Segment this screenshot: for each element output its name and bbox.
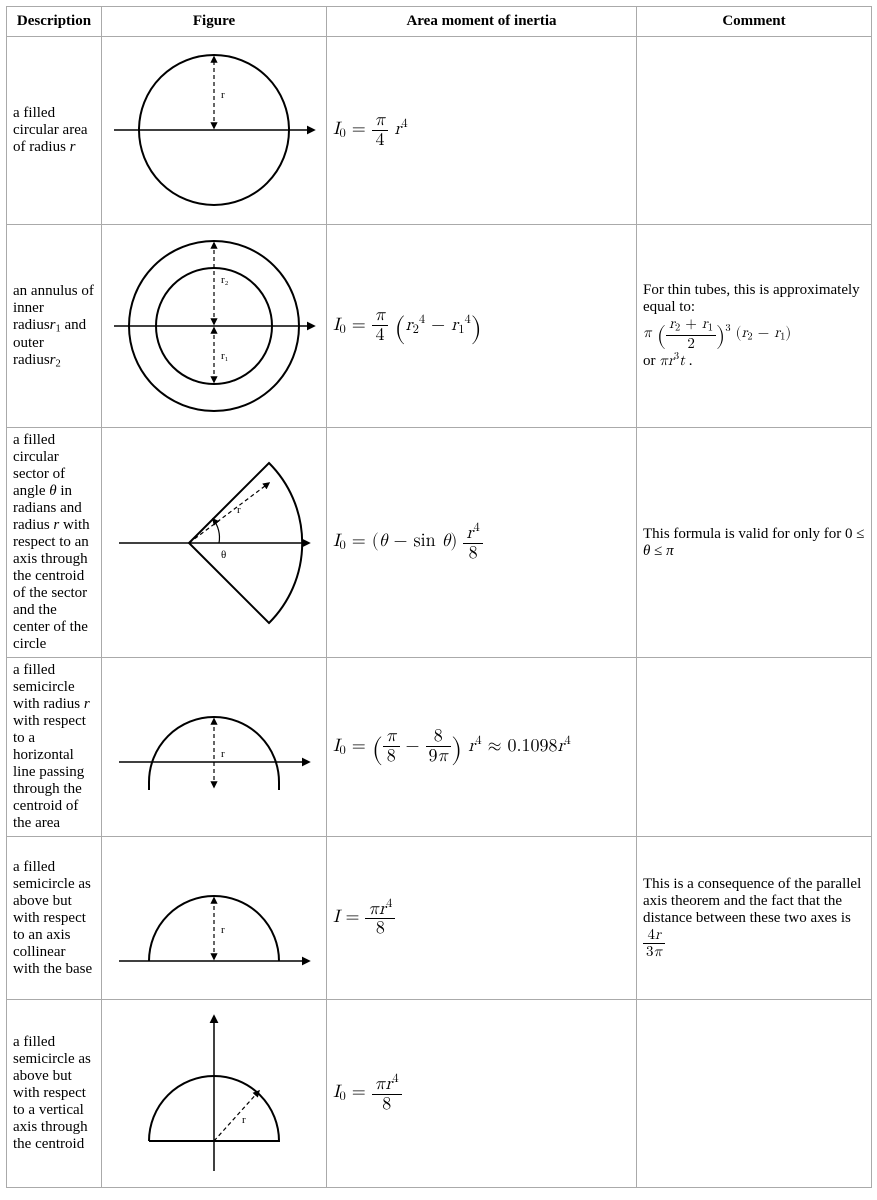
header-description: Description (7, 7, 102, 37)
svg-text:r₁: r₁ (221, 350, 229, 362)
comment-cell (637, 37, 872, 225)
header-figure: Figure (102, 7, 327, 37)
formula-cell: I0 = πr48 (327, 1000, 637, 1188)
table-row: a filled semicircle as above but with re… (7, 1000, 872, 1188)
formula-cell: I = πr48 (327, 837, 637, 1000)
header-formula: Area moment of inertia (327, 7, 637, 37)
comment-cell (637, 658, 872, 837)
formula-cell: I0 = π4 (r24 − r14) (327, 225, 637, 428)
figure-cell: r (102, 37, 327, 225)
comment-cell: For thin tubes, this is approximately eq… (637, 225, 872, 428)
header-comment: Comment (637, 7, 872, 37)
formula-cell: I0 = (θ − sin θ) r48 (327, 428, 637, 658)
table-row: a filled semicircle with radius r with r… (7, 658, 872, 837)
description-cell: a filled semicircle with radius r with r… (7, 658, 102, 837)
svg-text:θ: θ (221, 549, 226, 561)
description-cell: an annulus of inner radiusr1 and outer r… (7, 225, 102, 428)
figure-cell: r (102, 1000, 327, 1188)
formula-cell: I0 = π4 r4 (327, 37, 637, 225)
description-cell: a filled semicircle as above but with re… (7, 1000, 102, 1188)
figure-cell: r (102, 658, 327, 837)
figure-cell: r θ (102, 428, 327, 658)
formula-cell: I0 = (π8 − 89π) r4 ≈ 0.1098r4 (327, 658, 637, 837)
svg-text:r: r (221, 924, 225, 936)
description-cell: a filled circular area of radius r (7, 37, 102, 225)
svg-text:r: r (242, 1114, 246, 1126)
table-row: a filled circular area of radius r r I0 … (7, 37, 872, 225)
svg-text:r: r (237, 504, 241, 516)
table-row: an annulus of inner radiusr1 and outer r… (7, 225, 872, 428)
svg-text:r: r (221, 89, 225, 101)
description-cell: a filled circular sector of angle θ in r… (7, 428, 102, 658)
figure-cell: r (102, 837, 327, 1000)
svg-text:r: r (221, 748, 225, 760)
table-row: a filled circular sector of angle θ in r… (7, 428, 872, 658)
figure-cell: r₂ r₁ (102, 225, 327, 428)
svg-text:r₂: r₂ (221, 274, 229, 286)
header-row: Description Figure Area moment of inerti… (7, 7, 872, 37)
moment-of-inertia-table: Description Figure Area moment of inerti… (6, 6, 872, 1188)
comment-cell: This formula is valid for only for 0 ≤ θ… (637, 428, 872, 658)
comment-cell: This is a consequence of the parallel ax… (637, 837, 872, 1000)
table-row: a filled semicircle as above but with re… (7, 837, 872, 1000)
comment-cell (637, 1000, 872, 1188)
description-cell: a filled semicircle as above but with re… (7, 837, 102, 1000)
